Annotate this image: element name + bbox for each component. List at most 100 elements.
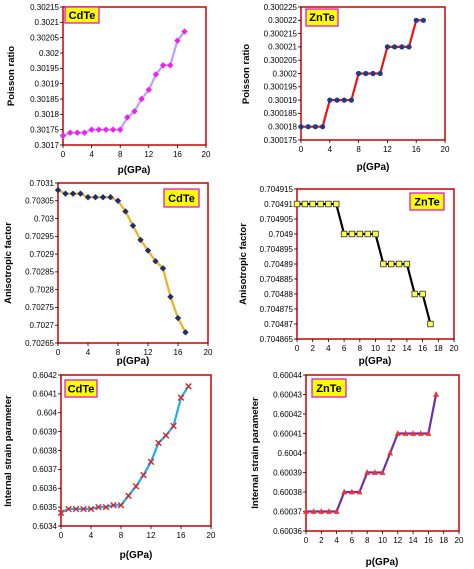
- panel-c-xtick-label: 4: [86, 348, 91, 357]
- panel-e-data-point: [57, 509, 65, 517]
- panel-c-xtick-label: 12: [144, 348, 153, 357]
- panel-f-data-point: [356, 488, 363, 495]
- panel-c-ytick-label: 0.7027: [30, 321, 55, 330]
- panel-a-series: [59, 28, 188, 139]
- panel-f-xtick-label: 8: [365, 536, 370, 545]
- panel-e-data-point: [87, 505, 95, 513]
- panel-a-ytick-label: 0.30175: [30, 125, 59, 134]
- panel-c-xtick-label: 20: [204, 348, 213, 357]
- panel-a-xtick-label: 8: [118, 150, 123, 159]
- panel-d-xtick-label: 16: [418, 344, 427, 353]
- panel-f-data-point: [402, 430, 409, 436]
- panel-a-ytick-label: 0.30195: [30, 64, 59, 73]
- panel-b-data-point: [327, 97, 333, 103]
- panel-d-data-point: [340, 230, 348, 238]
- panel-c-data-point: [159, 265, 167, 272]
- panel-a-x-axis-label: p(GPa): [118, 165, 151, 176]
- panel-f-ytick-label: 0.60041: [273, 429, 302, 438]
- panel-e-ytick-label: 0.6036: [33, 484, 58, 493]
- panel-c-series: [54, 186, 189, 336]
- panel-b-xtick-label: 12: [383, 145, 392, 154]
- panel-b-data-point: [377, 70, 383, 77]
- panel-d-material-tag: [409, 192, 445, 211]
- panel-b-data-point: [370, 70, 376, 77]
- panel-d-ytick-label: 0.704875: [260, 305, 294, 314]
- panel-b-data-point: [413, 17, 419, 23]
- panel-d-ytick-label: 0.70491: [264, 200, 293, 209]
- panel-c-ytick-label: 0.70295: [25, 232, 54, 241]
- panel-a-data-point: [59, 132, 67, 139]
- panel-d-data-point: [411, 290, 418, 298]
- panel-a-data-point: [95, 126, 102, 133]
- panel-d-xtick-label: 10: [371, 344, 380, 353]
- panel-b-data-point: [305, 124, 311, 130]
- panel-b-data-point: [392, 44, 398, 50]
- panel-c-xtick-label: 16: [174, 348, 183, 357]
- panel-d-ytick-label: 0.704865: [260, 335, 294, 344]
- panel-b-data-point: [341, 97, 347, 103]
- panel-c-data-point: [77, 190, 84, 197]
- panel-f-xtick-label: 4: [334, 536, 339, 545]
- panel-c-data-point: [107, 194, 114, 201]
- panel-d-ytick-label: 0.70488: [264, 290, 293, 299]
- panel-f-xtick-label: 20: [455, 536, 464, 545]
- panel-d-data-point: [403, 260, 411, 268]
- panel-f-data-point: [348, 488, 355, 495]
- panel-e-ytick-label: 0.6041: [33, 390, 58, 399]
- panel-c-x-axis-label: p(GPa): [117, 356, 150, 367]
- panel-f-ytick-label: 0.60042: [273, 410, 302, 419]
- panel-d-data-point: [387, 260, 395, 268]
- panel-c: 0.70265 0.7027 0.70275 0.7028 0.70285 0.7029 0…: [3, 179, 213, 367]
- panel-a-axes: 0.3017 0.30175 0.3018 0.30185 0.3019 0.30195 0…: [30, 3, 211, 159]
- panel-f-data-point: [379, 469, 386, 475]
- panel-f-data-point: [325, 508, 332, 514]
- panel-e-data-point: [95, 503, 102, 511]
- panel-a-material-label: CdTe: [69, 10, 96, 22]
- panel-c-xtick-label: 0: [56, 348, 61, 357]
- panel-d-ytick-label: 0.704895: [260, 245, 294, 254]
- panel-c-data-point: [84, 194, 92, 201]
- panel-e-data-point: [147, 458, 155, 466]
- panel-f-xtick-label: 0: [304, 536, 309, 545]
- panel-c-data-point: [92, 194, 99, 201]
- panel-f-ytick-label: 0.60038: [273, 488, 302, 497]
- panel-b-ytick-label: 0.30022: [268, 16, 297, 25]
- panel-f-xtick-label: 2: [319, 536, 324, 545]
- panel-e: 0.6034 0.6035 0.6036 0.6037 0.6038 0.6039 0.60…: [3, 371, 216, 561]
- panel-c-ytick-label: 0.70275: [25, 303, 54, 312]
- panel-d-ytick-label: 0.704905: [260, 215, 294, 224]
- panel-c-data-point: [137, 236, 144, 244]
- panel-d-xtick-label: 20: [450, 344, 459, 353]
- panel-a-data-point: [159, 62, 167, 69]
- panel-c-material-tag: [163, 188, 200, 208]
- panel-d-ytick-label: 0.704915: [260, 185, 294, 194]
- panel-f-data-point: [371, 469, 378, 475]
- panel-b: 0.300175 0.30018 0.300185 0.30019 0.300195 0.…: [241, 3, 450, 173]
- panel-a-data-point: [181, 28, 188, 35]
- panel-b-ytick-label: 0.300175: [264, 136, 298, 145]
- panel-b-ytick-label: 0.300185: [264, 109, 298, 118]
- panel-f-xtick-label: 10: [378, 536, 387, 545]
- panel-d-data-point: [364, 230, 371, 238]
- panel-e-xtick-label: 20: [207, 531, 216, 540]
- panel-c-data-point: [99, 194, 107, 201]
- panel-e-data-point: [177, 394, 185, 401]
- panel-e-data-point: [155, 439, 162, 447]
- panel-c-data-point: [144, 247, 152, 254]
- panel-b-ytick-label: 0.30019: [268, 96, 297, 105]
- panel-d-xtick-label: 6: [342, 344, 347, 353]
- panel-f-data-point: [417, 430, 424, 436]
- panel-d-ytick-label: 0.70487: [264, 320, 293, 329]
- panel-f-ytick-label: 0.60036: [273, 527, 302, 536]
- panel-b-xtick-label: 8: [356, 145, 361, 154]
- panel-c-data-point: [54, 186, 62, 194]
- panel-e-y-axis-label: Internal strain parameter: [3, 395, 14, 507]
- panel-c-data-point: [174, 314, 182, 322]
- panel-b-data-point: [384, 44, 390, 50]
- panel-d: 0.704865 0.70487 0.704875 0.70488 0.704885 0.…: [238, 185, 459, 367]
- panel-a-ytick-label: 0.3019: [35, 79, 60, 88]
- panel-d-xtick-label: 4: [326, 344, 331, 353]
- panel-f-ytick-label: 0.6004: [278, 449, 303, 458]
- panel-c-data-point: [182, 329, 189, 336]
- panel-c-data-point: [62, 190, 69, 197]
